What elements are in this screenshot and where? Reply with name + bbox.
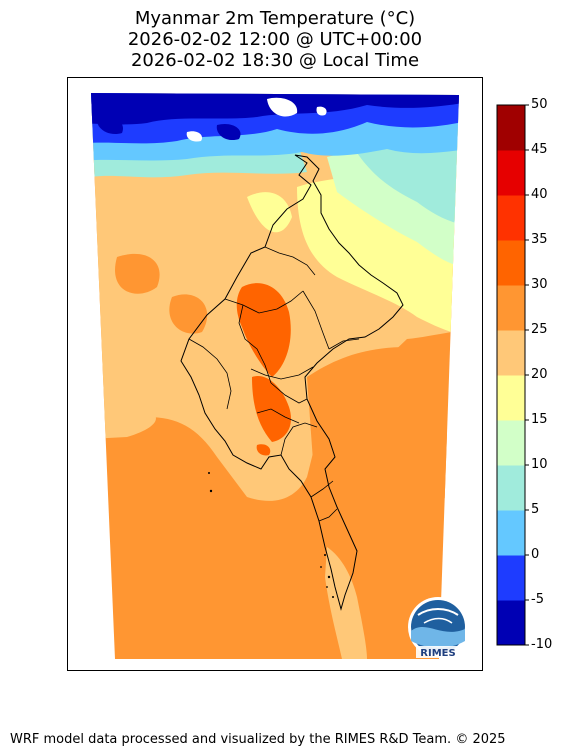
title-line-2: 2026-02-02 12:00 @ UTC+00:00 [127, 29, 423, 50]
colorbar-label: 30 [531, 277, 548, 292]
island-dots [208, 472, 334, 598]
colorbar-swatch [497, 105, 525, 151]
colorbar-label: 10 [531, 457, 548, 472]
colorbar-label: -10 [531, 637, 553, 652]
colorbar-swatch [497, 600, 525, 646]
state-boundaries [188, 246, 360, 522]
colorbar-swatch [497, 510, 525, 556]
colorbar [496, 104, 529, 646]
temperature-map: RIMES [91, 93, 468, 659]
colorbar-swatch [497, 195, 525, 241]
colorbar-swatch [497, 555, 525, 601]
temperature-band-30-35 [236, 283, 291, 377]
map-title: Myanmar 2m Temperature (°C) 2026-02-02 1… [0, 8, 550, 71]
colorbar-swatch [497, 465, 525, 511]
colorbar-swatch [497, 150, 525, 196]
footer-credit: WRF model data processed and visualized … [10, 732, 506, 747]
colorbar-label: 5 [531, 502, 540, 517]
title-line-1: Myanmar 2m Temperature (°C) [134, 8, 416, 29]
colorbar-swatch [497, 240, 525, 286]
rimes-logo: RIMES [408, 597, 468, 659]
colorbar-swatch [497, 330, 525, 376]
colorbar-swatch [497, 420, 525, 466]
colorbar-label: 15 [531, 412, 548, 427]
colorbar-label: 25 [531, 322, 548, 337]
logo-text: RIMES [420, 648, 455, 659]
colorbar-label: 50 [531, 97, 548, 112]
title-line-3: 2026-02-02 18:30 @ Local Time [130, 50, 420, 71]
colorbar-swatch [497, 375, 525, 421]
colorbar-label: 0 [531, 547, 540, 562]
myanmar-border [180, 154, 404, 611]
colorbar-swatch [497, 285, 525, 331]
colorbar-label: 45 [531, 142, 548, 157]
colorbar-label: 35 [531, 232, 548, 247]
colorbar-label: 40 [531, 187, 548, 202]
colorbar-label: 20 [531, 367, 548, 382]
colorbar-label: -5 [531, 592, 544, 607]
